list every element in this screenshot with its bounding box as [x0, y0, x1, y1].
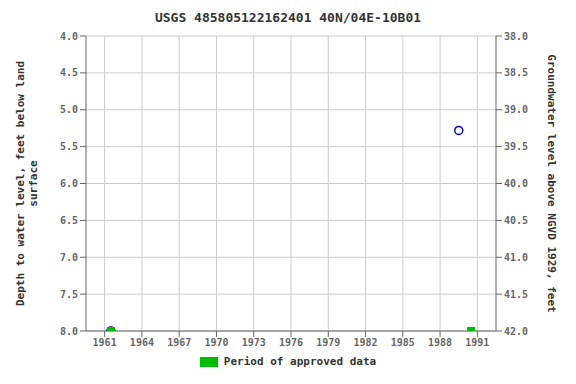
svg-text:4.5: 4.5 — [60, 67, 78, 78]
svg-text:5.0: 5.0 — [60, 104, 78, 115]
svg-text:7.0: 7.0 — [60, 252, 78, 263]
svg-text:1982: 1982 — [353, 337, 377, 348]
svg-text:5.5: 5.5 — [60, 141, 78, 152]
svg-text:41.5: 41.5 — [504, 289, 528, 300]
svg-text:1976: 1976 — [279, 337, 303, 348]
svg-text:4.0: 4.0 — [60, 31, 78, 42]
svg-text:7.5: 7.5 — [60, 289, 78, 300]
svg-text:1964: 1964 — [130, 337, 154, 348]
svg-text:38.5: 38.5 — [504, 67, 528, 78]
svg-text:1970: 1970 — [204, 337, 228, 348]
svg-text:1988: 1988 — [428, 337, 452, 348]
svg-text:42.0: 42.0 — [504, 326, 528, 337]
svg-text:8.0: 8.0 — [60, 326, 78, 337]
svg-text:40.0: 40.0 — [504, 178, 528, 189]
svg-text:39.5: 39.5 — [504, 141, 528, 152]
html-text:Period of approved data: Period of approved data — [223, 355, 377, 368]
svg-text:1979: 1979 — [316, 337, 340, 348]
svg-text:41.0: 41.0 — [504, 252, 528, 263]
svg-text:6.0: 6.0 — [60, 178, 78, 189]
svg-text:40.5: 40.5 — [504, 215, 528, 226]
svg-text:1961: 1961 — [93, 337, 117, 348]
svg-text:1973: 1973 — [242, 337, 266, 348]
svg-text:1985: 1985 — [391, 337, 415, 348]
svg-text:Depth to water level, feet bel: Depth to water level, feet below landsur… — [14, 61, 40, 306]
svg-text:1967: 1967 — [167, 337, 191, 348]
svg-text:Groundwater level above NGVD 1: Groundwater level above NGVD 1929, feet — [545, 54, 558, 312]
svg-text:1991: 1991 — [465, 337, 489, 348]
html-text:USGS 485805122162401 40N/04E-1: USGS 485805122162401 40N/04E-10B01 — [154, 10, 421, 25]
svg-text:38.0: 38.0 — [504, 31, 528, 42]
svg-text:39.0: 39.0 — [504, 104, 528, 115]
svg-text:6.5: 6.5 — [60, 215, 78, 226]
